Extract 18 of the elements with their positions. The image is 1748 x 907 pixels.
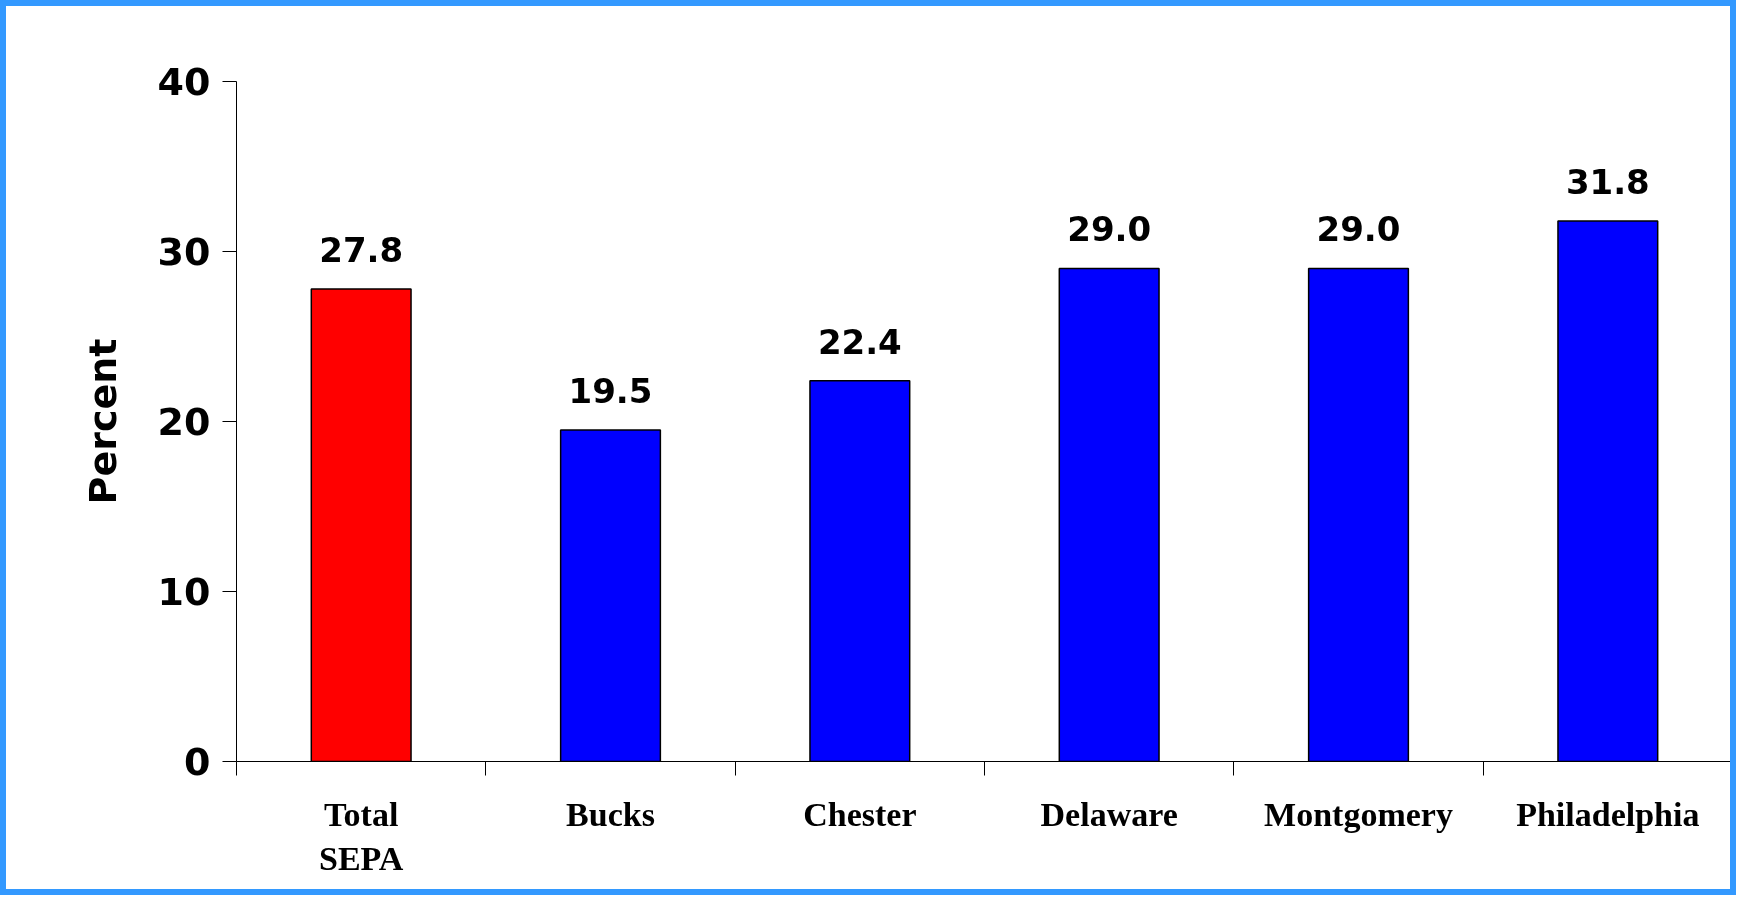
x-tick-label: Philadelphia	[1516, 795, 1700, 833]
y-tick-label: 10	[157, 570, 211, 614]
y-tick-label: 40	[157, 60, 211, 104]
x-tick-label: Bucks	[566, 795, 655, 833]
data-label: 27.8	[319, 229, 404, 270]
x-tick-label: Delaware	[1040, 795, 1178, 833]
x-tick-label: Montgomery	[1264, 795, 1453, 833]
y-axis-title: Percent	[80, 338, 125, 505]
data-label: 19.5	[568, 370, 653, 411]
y-tick-label: 30	[157, 230, 211, 274]
data-label: 22.4	[817, 321, 902, 362]
data-label: 29.0	[1316, 209, 1401, 250]
data-label: 29.0	[1067, 209, 1152, 250]
y-tick-label: 20	[157, 400, 211, 444]
y-tick-label: 0	[184, 740, 211, 784]
x-tick-label: Total SEPA	[318, 795, 404, 877]
data-label: 31.8	[1565, 161, 1650, 202]
x-tick-label: Chester	[803, 795, 917, 833]
